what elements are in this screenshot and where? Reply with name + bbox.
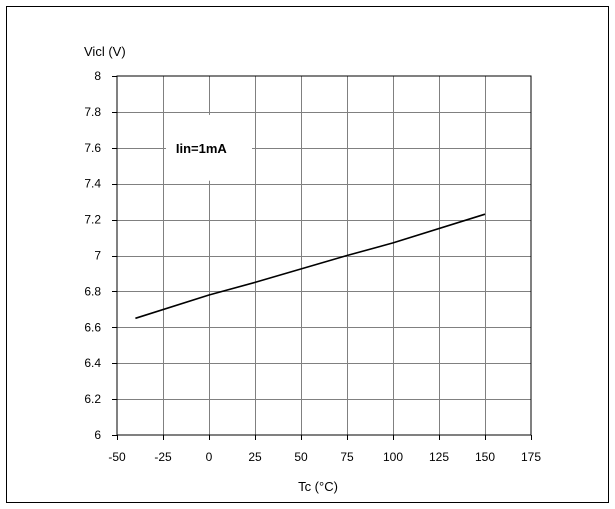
y-tick-label: 7.2: [84, 213, 101, 227]
y-axis-label: Vicl (V): [84, 44, 126, 59]
x-tick-label: 100: [383, 450, 403, 464]
y-tick-label: 7.8: [84, 105, 101, 119]
x-tick-label: 150: [475, 450, 495, 464]
x-tick-label: 175: [521, 450, 541, 464]
y-tick-label: 6.8: [84, 284, 101, 298]
y-tick-labels: 6 6.2 6.4 6.6 6.8 7 7.2 7.4 7.6 7.8 8: [84, 69, 101, 442]
y-tick-label: 6.6: [84, 320, 101, 334]
x-tick-label: 125: [429, 450, 449, 464]
series-line: [135, 213, 486, 320]
grid: [117, 76, 531, 435]
x-tick-labels: -50 -25 0 25 50 75 100 125 150 175: [108, 450, 541, 464]
chart-frame: [6, 6, 609, 503]
x-tick-label: -25: [154, 450, 172, 464]
series-layer: [135, 213, 486, 320]
x-tick-label: 75: [340, 450, 354, 464]
y-tick-label: 7.6: [84, 141, 101, 155]
x-tick-label: 50: [294, 450, 308, 464]
y-tick-label: 7.4: [84, 177, 101, 191]
tick-marks: [112, 76, 532, 440]
x-tick-label: 25: [248, 450, 262, 464]
annotation-box: [166, 114, 252, 181]
annotation-label: Iin=1mA: [176, 141, 228, 156]
plot-area-border: [116, 75, 532, 436]
y-tick-label: 7: [94, 249, 101, 263]
y-tick-label: 6.4: [84, 356, 101, 370]
x-axis-label: Tc (°C): [298, 479, 338, 494]
y-tick-label: 6: [94, 428, 101, 442]
x-tick-label: -50: [108, 450, 126, 464]
y-tick-label: 6.2: [84, 392, 101, 406]
x-tick-label: 0: [206, 450, 213, 464]
y-tick-label: 8: [94, 69, 101, 83]
